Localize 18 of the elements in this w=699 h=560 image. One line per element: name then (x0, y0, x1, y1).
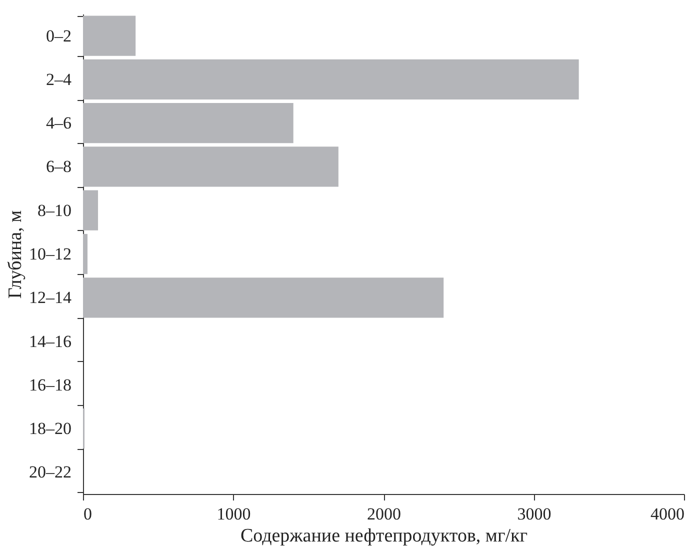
y-tick-label: 14–16 (29, 332, 72, 351)
y-tick-label: 6–8 (46, 157, 72, 176)
y-tick-label: 2–4 (46, 70, 72, 89)
y-tick-label: 4–6 (46, 114, 72, 133)
y-tick-label: 12–14 (29, 288, 72, 308)
x-tick-label: 4000 (650, 504, 684, 524)
y-axis-title: Глубина, м (5, 210, 26, 299)
x-tick-label: 0 (84, 504, 92, 524)
y-tick-label: 0–2 (46, 26, 72, 46)
y-tick-label: 20–22 (29, 462, 72, 482)
x-tick-label: 1000 (216, 504, 251, 524)
x-axis-title: Содержание нефтепродуктов, мг/кг (240, 526, 528, 546)
y-tick-label: 16–18 (29, 375, 72, 394)
y-tick-label: 18–20 (29, 419, 72, 438)
x-tick-label: 3000 (517, 504, 552, 524)
y-tick-label: 10–12 (29, 244, 72, 264)
x-tick-label: 2000 (367, 504, 401, 524)
y-tick-label: 8–10 (38, 200, 72, 220)
